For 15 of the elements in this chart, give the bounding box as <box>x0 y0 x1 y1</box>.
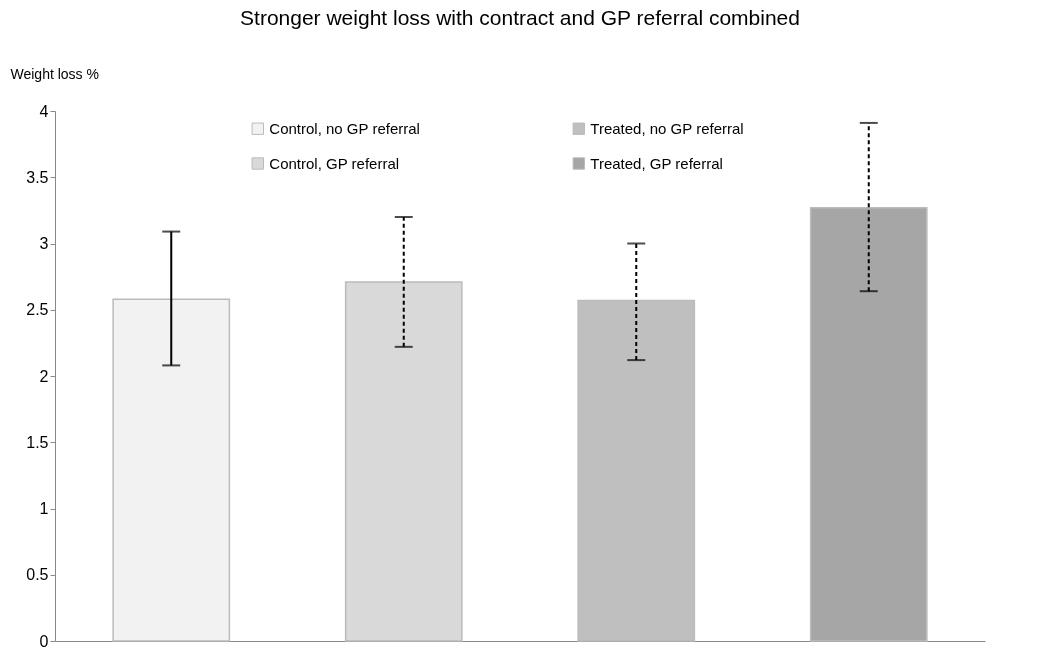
y-axis-title: Weight loss % <box>10 65 99 82</box>
y-tick-label: 1 <box>39 500 49 517</box>
y-tick-label: 3 <box>39 235 49 252</box>
y-tick-label: 4 <box>39 102 49 120</box>
legend-label: Control, GP referral <box>269 154 400 172</box>
y-tick-label: 0 <box>39 632 49 650</box>
y-tick-label: 0.5 <box>26 566 49 584</box>
y-tick-label: 3.5 <box>26 168 49 186</box>
y-tick-label: 2.5 <box>26 301 49 319</box>
legend-label: Treated, no GP referral <box>590 119 744 137</box>
legend-label: Control, no GP referral <box>269 119 420 137</box>
chart-title: Stronger weight loss with contract and GP referral combined <box>240 6 800 29</box>
y-tick-label: 1.5 <box>26 433 49 451</box>
legend-label: Treated, GP referral <box>590 154 723 172</box>
y-tick-label: 2 <box>39 367 49 385</box>
